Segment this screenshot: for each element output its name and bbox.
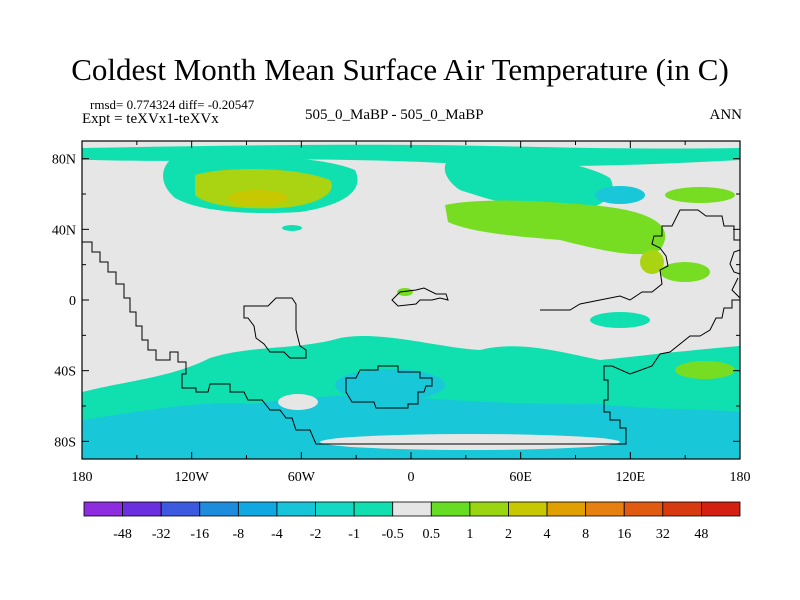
north-band [82, 144, 740, 167]
south-blob [335, 369, 445, 401]
colorbar-label: 1 [466, 527, 473, 542]
x-tick-label: 180 [72, 470, 93, 485]
experiment-label: Expt = teXVx1-teXVx [82, 111, 219, 127]
stats-label: rmsd= 0.774324 diff= -0.20547 [90, 97, 255, 112]
y-tick-label: 80N [52, 153, 76, 168]
x-tick-label: 120E [616, 470, 646, 485]
colorbar-box [315, 501, 355, 517]
colorbar-box [585, 501, 625, 517]
south-gap [278, 394, 318, 410]
y-tick-label: 80S [54, 435, 76, 450]
colorbar-box [546, 501, 587, 517]
colorbar-box [122, 501, 162, 517]
colorbar-label: -4 [271, 527, 283, 542]
colorbar-box [662, 501, 702, 517]
asia-green-2 [640, 250, 664, 274]
colorbar-box [392, 501, 432, 517]
colorbar-label: -1 [348, 527, 360, 542]
colorbar-box [276, 501, 316, 517]
colorbar-label: -32 [152, 527, 171, 542]
west-patch [590, 312, 650, 328]
colorbar-label: 2 [505, 527, 512, 542]
central-patch [282, 225, 302, 231]
coast-east-arm [540, 209, 740, 311]
colorbar-box [160, 501, 201, 517]
northeast-patch [444, 155, 613, 212]
colorbar-label: -8 [233, 527, 245, 542]
colorbar-label: -2 [310, 527, 322, 542]
colorbar-box [353, 501, 394, 517]
y-tick-label: 40S [54, 365, 76, 380]
x-tick-label: 60W [288, 470, 316, 485]
season-label: ANN [709, 107, 743, 123]
colorbar-box [623, 501, 664, 517]
colorbar-label: 4 [544, 527, 551, 542]
coast-east-1 [729, 249, 741, 275]
y-tick-label: 0 [69, 294, 76, 309]
colorbar-box [508, 501, 548, 517]
coast-island-1 [243, 297, 307, 359]
x-tick-label: 180 [730, 470, 751, 485]
colorbar-box [430, 501, 471, 517]
equator-green [397, 288, 413, 296]
case-label: 505_0_MaBP - 505_0_MaBP [305, 107, 484, 123]
colorbar-label: 16 [617, 527, 631, 542]
coast-east-2 [731, 277, 741, 299]
coastlines [82, 209, 741, 445]
coast-island-3 [391, 287, 449, 307]
coast-island-2 [345, 365, 433, 409]
field-layer [82, 141, 740, 459]
colorbar-label: -0.5 [382, 527, 404, 542]
north-pacific-max [228, 190, 288, 206]
colorbar-label: 32 [656, 527, 670, 542]
colorbar: -48 -32 -16 -8 -4 -2 -1 -0.5 0.5 1 2 4 8 16 32 48 [83, 501, 741, 542]
colorbar-box [199, 501, 239, 517]
colorbar-label: 0.5 [423, 527, 441, 542]
northeast-green [445, 200, 666, 255]
colorbar-label: -16 [190, 527, 209, 542]
east-green [665, 187, 735, 203]
colorbar-box [83, 501, 123, 517]
x-tick-label: 0 [408, 470, 415, 485]
asia-green [660, 262, 710, 282]
colorbar-label: 8 [582, 527, 589, 542]
colorbar-box [237, 501, 278, 517]
east-patch [595, 186, 645, 204]
x-tick-label: 60E [509, 470, 532, 485]
colorbar-box [701, 501, 741, 517]
antarctic-gap [320, 434, 620, 450]
axes: 180 120W 60W 0 60E 120E 180 80N 40N 0 40S 80S [52, 141, 751, 485]
coast-west [82, 241, 740, 445]
southeast-patch [610, 350, 740, 391]
colorbar-label: -48 [113, 527, 132, 542]
x-tick-label: 120W [175, 470, 210, 485]
chart-title: Coldest Month Mean Surface Air Temperatu… [71, 52, 729, 87]
colorbar-box [469, 501, 509, 517]
southeast-green [675, 361, 735, 379]
colorbar-label: 48 [694, 527, 708, 542]
y-tick-label: 40N [52, 223, 76, 238]
